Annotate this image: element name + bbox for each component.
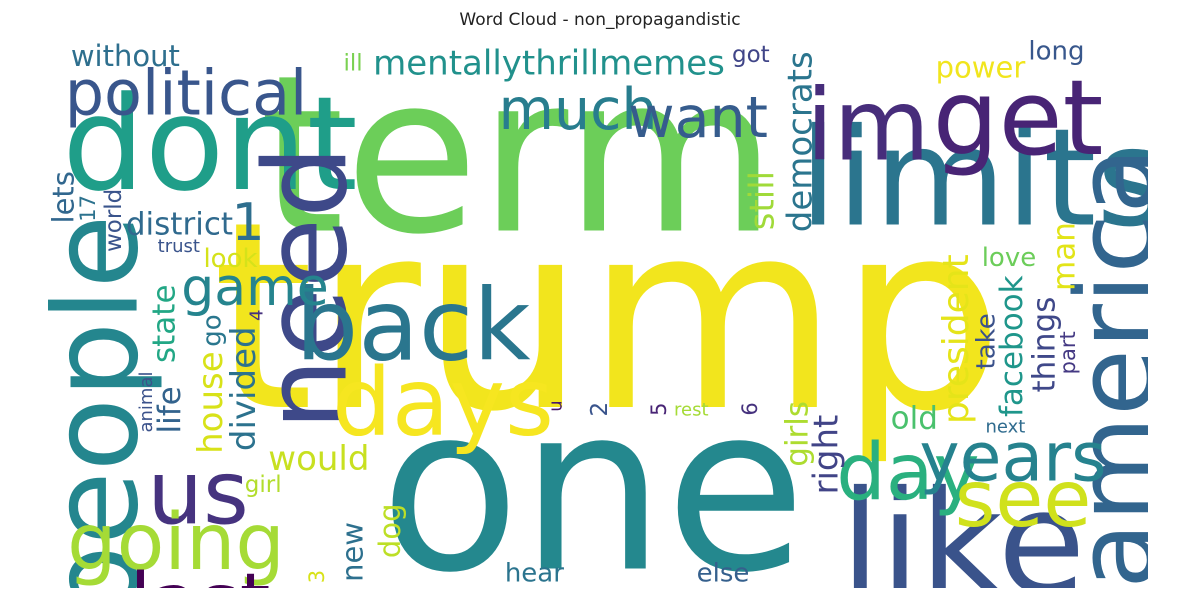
word-part: part (1056, 331, 1080, 374)
word-want: want (628, 85, 768, 151)
word-facebook: facebook (994, 275, 1030, 417)
word-divided: divided (224, 326, 264, 451)
word-girl: girl (245, 472, 282, 498)
word-trump: trump (212, 167, 1004, 469)
word-long: long (1028, 38, 1084, 67)
word-go: go (197, 314, 227, 346)
word-5: 5 (647, 402, 671, 415)
word-things: things (1027, 297, 1063, 393)
word-political: political (65, 57, 308, 130)
word-years: years (919, 419, 1106, 498)
word-2: 2 (587, 402, 613, 417)
word-dont: dont (62, 68, 357, 220)
word-new: new (336, 522, 370, 582)
word-day: day (836, 428, 979, 518)
word-animal: animal (136, 371, 157, 432)
word-get: get (933, 57, 1104, 179)
word-lets: lets (48, 171, 80, 223)
word-president: president (936, 254, 977, 424)
word-world: world (101, 189, 127, 252)
word-see: see (955, 455, 1092, 545)
word-right: right (807, 415, 847, 495)
word-still: still (742, 171, 782, 230)
word-without: without (71, 39, 180, 73)
word-us: us (147, 442, 249, 545)
word-dog: dog (373, 503, 407, 558)
word-need: need (240, 146, 373, 431)
word-last: last (130, 558, 271, 588)
word-power: power (936, 50, 1026, 84)
word-like: like (840, 460, 1085, 589)
word-else: else (697, 558, 750, 588)
word-cloud: trump one term like limits dont people need amer… (48, 38, 1148, 588)
word-look: look (203, 244, 257, 274)
word-people: people (48, 215, 166, 588)
word-democrats: democrats (781, 51, 821, 232)
word-mentallythrillmemes: mentallythrillmemes (373, 44, 725, 84)
word-term: term (259, 38, 777, 283)
word-life: life (152, 386, 188, 433)
word-ill: ill (344, 51, 363, 77)
word-6: 6 (738, 402, 762, 415)
word-house: house (191, 351, 231, 454)
word-hear: hear (505, 558, 564, 588)
word-im: im (806, 69, 930, 184)
word-limits: limits (799, 100, 1148, 257)
word-game: game (181, 258, 329, 318)
word-4: 4 (246, 309, 267, 320)
word-rest: rest (674, 400, 709, 421)
chart-title: Word Cloud - non_propagandistic (459, 10, 741, 30)
word-man: man (1047, 222, 1083, 291)
word-u: u (546, 400, 567, 411)
word-trust: trust (158, 236, 200, 257)
word-got: got (732, 42, 770, 68)
word-much: much (498, 77, 657, 143)
word-3: 3 (305, 570, 329, 583)
word-back: back (295, 269, 531, 384)
word-17: 17 (76, 195, 100, 222)
word-1: 1 (231, 193, 264, 253)
word-old: old (891, 400, 938, 436)
word-next: next (985, 417, 1025, 438)
word-days: days (332, 349, 554, 458)
word-going: going (67, 498, 285, 588)
word-would: would (268, 439, 369, 479)
word-girls: girls (779, 401, 815, 467)
word-district: district (126, 206, 233, 242)
word-state: state (146, 284, 182, 363)
word-one: one (380, 357, 806, 589)
word-take: take (972, 313, 1002, 369)
word-love: love (982, 243, 1037, 273)
word-america: america (1053, 147, 1149, 588)
